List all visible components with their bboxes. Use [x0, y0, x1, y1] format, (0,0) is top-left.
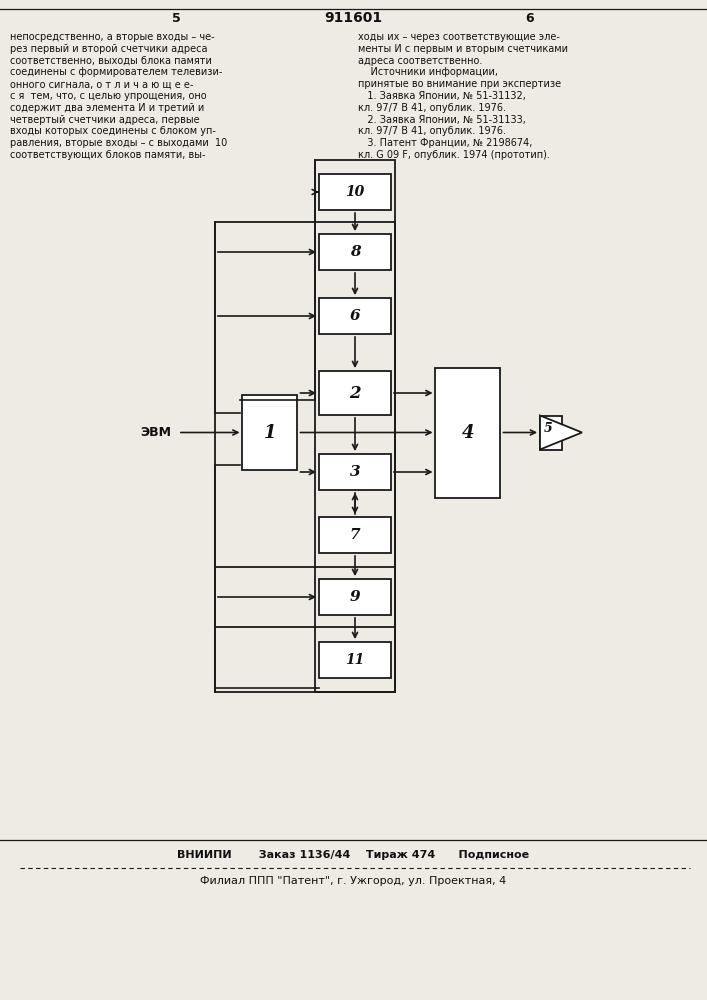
Text: 4: 4 [462, 424, 474, 442]
Text: онного сигнала, о т л и ч а ю щ е е-: онного сигнала, о т л и ч а ю щ е е- [10, 79, 194, 89]
Text: непосредственно, а вторые входы – че-: непосредственно, а вторые входы – че- [10, 32, 215, 42]
Text: 5: 5 [544, 422, 552, 435]
Text: адреса соответственно.: адреса соответственно. [358, 56, 482, 66]
Text: 9: 9 [350, 590, 361, 604]
Text: четвертый счетчики адреса, первые: четвертый счетчики адреса, первые [10, 115, 199, 125]
Text: 2: 2 [349, 384, 361, 401]
FancyBboxPatch shape [319, 579, 391, 615]
Text: кл. G 09 F, опублик. 1974 (прототип).: кл. G 09 F, опублик. 1974 (прототип). [358, 150, 550, 160]
FancyBboxPatch shape [319, 234, 391, 270]
FancyBboxPatch shape [436, 367, 501, 497]
Text: 11: 11 [346, 653, 365, 667]
Text: кл. 97/7 В 41, опублик. 1976.: кл. 97/7 В 41, опублик. 1976. [358, 103, 506, 113]
Text: Источники информации,: Источники информации, [358, 67, 498, 77]
Text: рез первый и второй счетчики адреса: рез первый и второй счетчики адреса [10, 44, 207, 54]
Text: 3: 3 [350, 465, 361, 479]
Text: 2. Заявка Японии, № 51-31133,: 2. Заявка Японии, № 51-31133, [358, 115, 526, 125]
FancyBboxPatch shape [319, 454, 391, 490]
Text: соединены с формирователем телевизи-: соединены с формирователем телевизи- [10, 67, 223, 77]
Text: ВНИИПИ       Заказ 1136/44    Тираж 474      Подписное: ВНИИПИ Заказ 1136/44 Тираж 474 Подписное [177, 850, 529, 860]
Polygon shape [540, 416, 582, 450]
Text: 7: 7 [350, 528, 361, 542]
Text: принятые во внимание при экспертизе: принятые во внимание при экспертизе [358, 79, 561, 89]
FancyBboxPatch shape [319, 642, 391, 678]
Text: соответствующих блоков памяти, вы-: соответствующих блоков памяти, вы- [10, 150, 206, 160]
Text: 6: 6 [350, 309, 361, 323]
Text: входы которых соединены с блоком уп-: входы которых соединены с блоком уп- [10, 126, 216, 136]
Text: ходы их – через соответствующие эле-: ходы их – через соответствующие эле- [358, 32, 560, 42]
Text: ЭВМ: ЭВМ [141, 426, 172, 439]
Text: 1. Заявка Японии, № 51-31132,: 1. Заявка Японии, № 51-31132, [358, 91, 526, 101]
Text: 5: 5 [172, 11, 180, 24]
Text: 8: 8 [350, 245, 361, 259]
FancyBboxPatch shape [319, 174, 391, 210]
FancyBboxPatch shape [319, 298, 391, 334]
FancyBboxPatch shape [540, 416, 562, 450]
Text: кл. 97/7 В 41, опублик. 1976.: кл. 97/7 В 41, опублик. 1976. [358, 126, 506, 136]
Text: 3. Патент Франции, № 2198674,: 3. Патент Франции, № 2198674, [358, 138, 532, 148]
Text: 6: 6 [526, 11, 534, 24]
Text: менты И с первым и вторым счетчиками: менты И с первым и вторым счетчиками [358, 44, 568, 54]
Text: соответственно, выходы блока памяти: соответственно, выходы блока памяти [10, 56, 212, 66]
FancyBboxPatch shape [243, 395, 298, 470]
Text: 10: 10 [346, 185, 365, 199]
Text: равления, вторые входы – с выходами  10: равления, вторые входы – с выходами 10 [10, 138, 227, 148]
Text: 911601: 911601 [324, 11, 382, 25]
FancyBboxPatch shape [319, 517, 391, 553]
Text: Филиал ППП "Патент", г. Ужгород, ул. Проектная, 4: Филиал ППП "Патент", г. Ужгород, ул. Про… [200, 876, 506, 886]
Text: 1: 1 [264, 424, 276, 442]
Text: содержит два элемента И и третий и: содержит два элемента И и третий и [10, 103, 204, 113]
Text: с я  тем, что, с целью упрощения, оно: с я тем, что, с целью упрощения, оно [10, 91, 206, 101]
FancyBboxPatch shape [319, 371, 391, 415]
